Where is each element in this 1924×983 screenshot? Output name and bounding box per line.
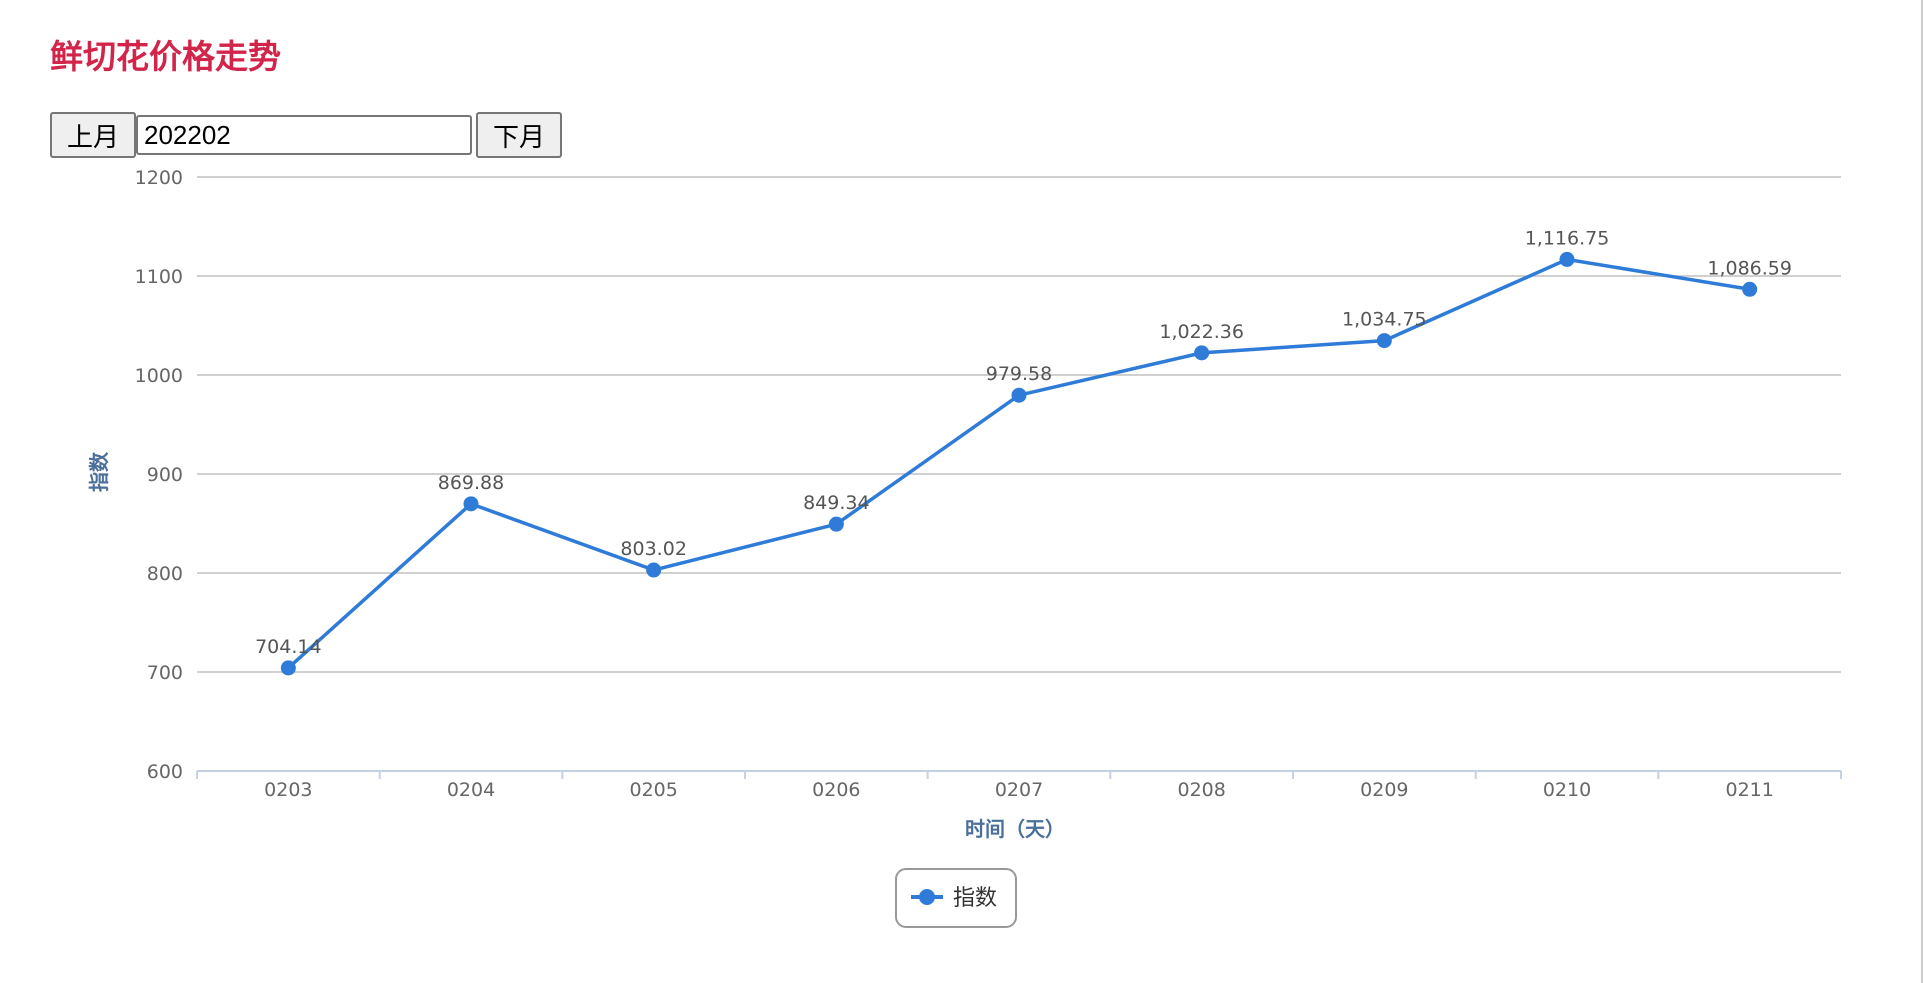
x-tick-label: 0211 (1725, 779, 1773, 801)
data-point (1011, 387, 1027, 403)
data-label: 1,086.59 (1707, 257, 1792, 279)
data-label: 849.34 (803, 492, 869, 514)
legend[interactable]: 指数 (895, 868, 1017, 928)
data-label: 1,022.36 (1159, 321, 1244, 343)
x-axis-title: 时间（天） (965, 817, 1065, 841)
data-label: 1,116.75 (1525, 227, 1610, 249)
legend-box (895, 868, 1017, 928)
y-tick-label: 1200 (135, 167, 183, 189)
y-axis-title: 指数 (87, 451, 111, 492)
page-title: 鲜切花价格走势 (50, 37, 281, 76)
data-point (828, 516, 844, 532)
y-tick-label: 700 (147, 662, 183, 684)
data-point (646, 562, 662, 578)
x-tick-label: 0208 (1177, 779, 1225, 801)
data-point (1559, 251, 1575, 267)
data-point (1194, 345, 1210, 361)
data-point (280, 660, 296, 676)
data-label: 869.88 (438, 472, 504, 494)
x-tick-label: 0203 (264, 779, 312, 801)
legend-marker-icon (919, 889, 935, 905)
data-label: 704.14 (255, 636, 321, 658)
legend-label: 指数 (953, 886, 997, 911)
x-tick-label: 0207 (995, 779, 1043, 801)
data-point (1376, 333, 1392, 349)
y-tick-label: 900 (147, 464, 183, 486)
data-label: 803.02 (620, 538, 686, 560)
y-tick-label: 800 (147, 563, 183, 585)
x-tick-label: 0209 (1360, 779, 1408, 801)
data-point (463, 496, 479, 512)
y-tick-label: 600 (147, 761, 183, 783)
previous-month-button[interactable]: 上月 (50, 112, 136, 158)
series-line (287, 257, 1750, 670)
x-tick-label: 0206 (812, 779, 860, 801)
data-label: 979.58 (986, 363, 1052, 385)
month-input[interactable] (136, 115, 472, 155)
data-point (1742, 281, 1758, 297)
x-tick-label: 0204 (447, 779, 495, 801)
x-tick-label: 0205 (629, 779, 677, 801)
y-tick-label: 1100 (135, 266, 183, 288)
page-border (1921, 0, 1923, 983)
x-tick-label: 0210 (1543, 779, 1591, 801)
next-month-button[interactable]: 下月 (476, 112, 562, 158)
y-tick-label: 1000 (135, 365, 183, 387)
data-label: 1,034.75 (1342, 309, 1427, 331)
